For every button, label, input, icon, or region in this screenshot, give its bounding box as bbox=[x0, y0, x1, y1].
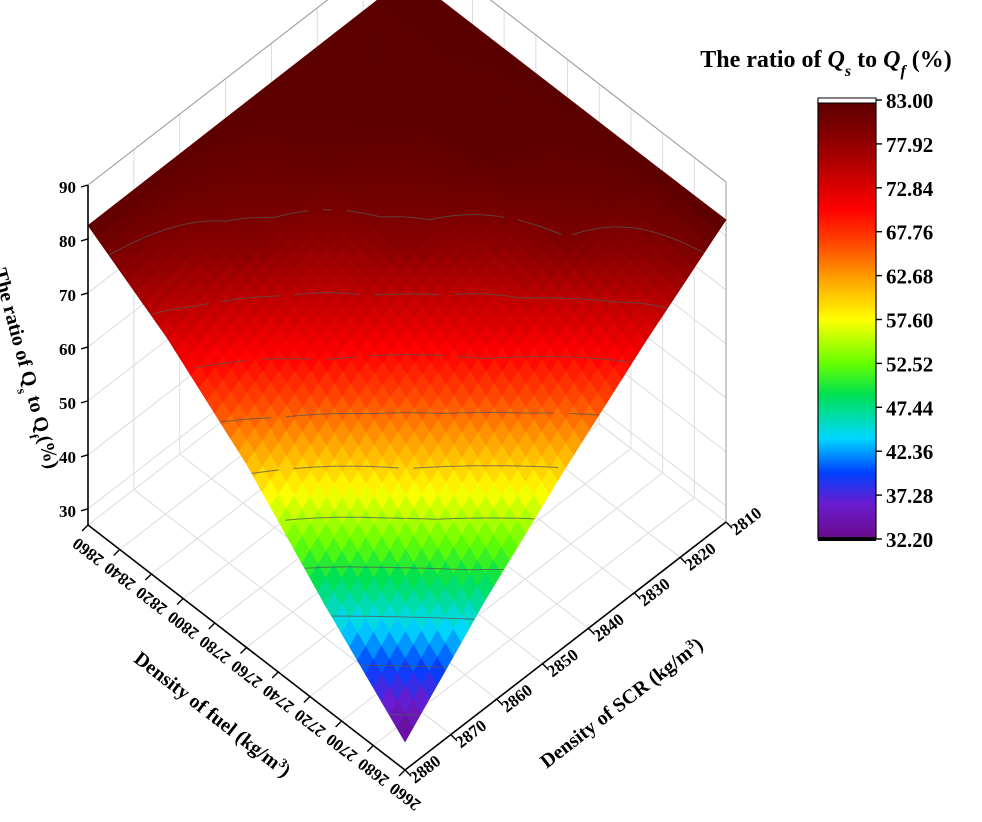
y-tick bbox=[587, 627, 595, 635]
colorbar: 83.00 77.92 72.84 67.76 62.68 57.60 52.52 47.44… bbox=[700, 47, 952, 552]
colorbar-title-part: to bbox=[851, 47, 883, 73]
x-tick-label: 2720 bbox=[291, 705, 330, 741]
x-tick-label: 2840 bbox=[101, 558, 140, 594]
colorbar-title-part: f bbox=[900, 63, 907, 80]
y-tick-label: 2840 bbox=[589, 610, 628, 646]
y-tick-label: 2810 bbox=[727, 503, 766, 539]
y-tick-label: 2850 bbox=[543, 645, 582, 681]
y-tick-label: 2880 bbox=[406, 751, 445, 787]
x-tick bbox=[303, 696, 311, 703]
x-tick-label: 2680 bbox=[354, 754, 393, 790]
z-tick-label: 30 bbox=[59, 502, 76, 521]
colorbar-over-swatch bbox=[817, 97, 877, 104]
z-tick bbox=[80, 292, 89, 296]
x-tick bbox=[113, 549, 121, 556]
surface-cell bbox=[396, 713, 414, 743]
colorbar-tick-label: 77.92 bbox=[886, 133, 933, 157]
y-tick-label: 2830 bbox=[635, 574, 674, 610]
x-axis-title-part: Density of fuel (kg/m bbox=[130, 647, 285, 774]
z-axis-title-part: The ratio of Q bbox=[0, 266, 41, 389]
contour-line bbox=[220, 412, 599, 423]
colorbar-tick-label: 83.00 bbox=[886, 89, 933, 113]
x-tick bbox=[366, 745, 374, 752]
contour-line bbox=[304, 566, 504, 571]
colorbar-gradient bbox=[817, 99, 877, 540]
z-axis-title-part: (%) bbox=[33, 433, 63, 471]
contour-line bbox=[150, 292, 668, 315]
y-tick bbox=[633, 592, 641, 600]
x-tick-label: 2700 bbox=[322, 730, 361, 766]
x-tick bbox=[271, 671, 279, 679]
z-tick-label: 80 bbox=[59, 232, 76, 251]
z-axis-title-part: s bbox=[15, 387, 31, 396]
contour-line bbox=[251, 465, 559, 474]
colorbar-title-part: s bbox=[844, 63, 851, 80]
contour-line bbox=[388, 713, 421, 716]
z-tick bbox=[80, 400, 89, 404]
colorbar-tick-label: 72.84 bbox=[886, 177, 934, 201]
colorbar-tick-label: 67.76 bbox=[886, 221, 933, 245]
x-tick-label: 2800 bbox=[164, 607, 203, 643]
x-tick bbox=[208, 622, 216, 630]
contour-line bbox=[360, 664, 448, 668]
contour-line bbox=[108, 209, 705, 256]
z-axis-title: The ratio of Qs to Qf(%) bbox=[0, 266, 63, 473]
x-tick bbox=[240, 647, 247, 654]
z-tick bbox=[80, 346, 89, 350]
x-tick-label: 2780 bbox=[196, 632, 235, 668]
z-tick-label: 90 bbox=[59, 178, 76, 197]
contour-line bbox=[285, 516, 535, 521]
z-tick-label: 50 bbox=[59, 394, 76, 413]
colorbar-tick-label: 42.36 bbox=[886, 440, 933, 464]
z-axis-title-part: to Q bbox=[21, 388, 53, 434]
z-tick bbox=[80, 184, 89, 188]
y-axis-line bbox=[404, 521, 727, 771]
contour-line bbox=[331, 615, 475, 620]
x-tick bbox=[335, 720, 343, 728]
colorbar-tick-label: 47.44 bbox=[886, 396, 934, 420]
y-tick-label: 2820 bbox=[681, 539, 720, 575]
colorbar-title-part: Q bbox=[883, 47, 900, 73]
z-tick bbox=[80, 508, 89, 512]
contour-line bbox=[193, 354, 633, 369]
contour-lines bbox=[108, 209, 705, 716]
z-tick-label: 70 bbox=[59, 286, 76, 305]
colorbar-title-part: (%) bbox=[906, 47, 952, 73]
x-tick bbox=[398, 769, 406, 777]
y-tick-label: 2870 bbox=[452, 716, 491, 752]
z-axis-title-part: f bbox=[27, 432, 43, 441]
y-tick-label: 2860 bbox=[498, 680, 537, 716]
colorbar-tick-label: 37.28 bbox=[886, 484, 933, 508]
y-tick bbox=[404, 769, 412, 777]
y-tick bbox=[542, 663, 550, 671]
grid-line bbox=[372, 497, 695, 746]
z-tick-label: 60 bbox=[59, 340, 76, 359]
x-tick bbox=[176, 598, 184, 605]
z-tick bbox=[80, 238, 89, 242]
colorbar-title: The ratio of Qs to Qf (%) bbox=[700, 47, 952, 80]
colorbar-title-part: The ratio of bbox=[700, 47, 827, 73]
y-tick bbox=[725, 521, 733, 529]
colorbar-tick-label: 32.20 bbox=[886, 528, 933, 552]
x-tick-label: 2740 bbox=[259, 681, 298, 717]
z-tick-label: 40 bbox=[59, 448, 76, 467]
y-tick bbox=[679, 556, 687, 564]
x-tick bbox=[144, 573, 152, 581]
colorbar-tick-label: 52.52 bbox=[886, 352, 933, 376]
x-tick bbox=[81, 524, 89, 532]
colorbar-under-swatch bbox=[818, 537, 876, 541]
x-tick-label: 2860 bbox=[69, 534, 108, 570]
x-tick-label: 2820 bbox=[132, 583, 171, 619]
x-tick-label: 2760 bbox=[227, 656, 266, 692]
surface-mesh bbox=[87, 0, 727, 743]
y-tick bbox=[496, 698, 504, 706]
colorbar-title-part: Q bbox=[828, 47, 845, 73]
z-tick bbox=[80, 454, 89, 458]
colorbar-tick-label: 62.68 bbox=[886, 265, 933, 289]
colorbar-tick-label: 57.60 bbox=[886, 309, 933, 333]
y-tick bbox=[450, 734, 458, 742]
